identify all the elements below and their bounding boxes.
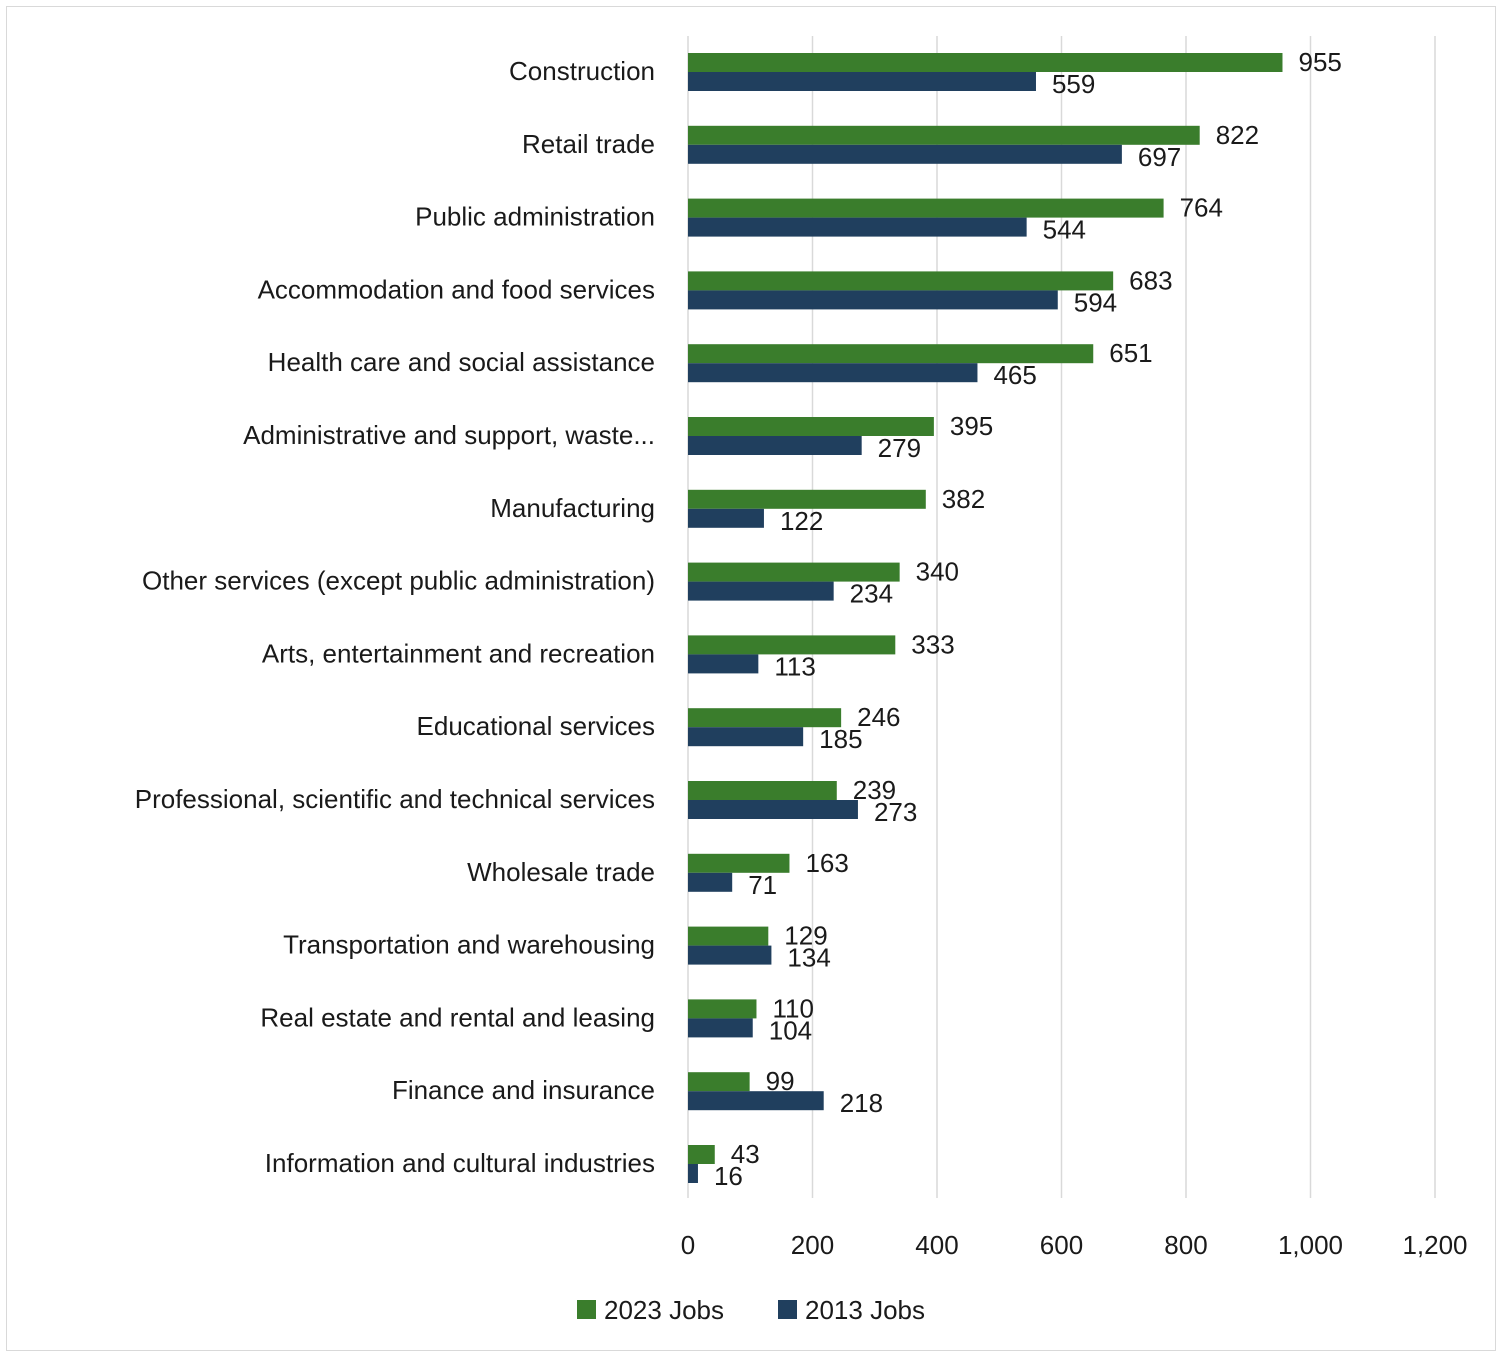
bar-series1 <box>688 635 896 655</box>
bar-series2 <box>688 217 1027 237</box>
bar-series2 <box>688 1164 698 1183</box>
bar-series2 <box>688 1091 824 1111</box>
category-label: Construction <box>509 56 655 86</box>
data-label: 559 <box>1052 69 1095 99</box>
category-label: Manufacturing <box>490 493 655 523</box>
legend-swatch <box>778 1300 797 1319</box>
data-label: 43 <box>731 1139 760 1169</box>
bar-series2 <box>688 363 978 383</box>
bar-series2 <box>688 654 759 674</box>
data-label: 163 <box>805 848 848 878</box>
bar-series2 <box>688 508 764 528</box>
category-label: Information and cultural industries <box>265 1148 655 1178</box>
bar-series1 <box>688 271 1114 291</box>
data-label: 544 <box>1043 215 1086 245</box>
category-label: Transportation and warehousing <box>283 930 655 960</box>
data-label: 465 <box>993 360 1036 390</box>
data-label: 594 <box>1074 287 1117 317</box>
bar-series1 <box>688 1145 715 1164</box>
category-label: Professional, scientific and technical s… <box>135 784 655 814</box>
data-label: 273 <box>874 797 917 827</box>
bar-series1 <box>688 999 757 1019</box>
x-tick-label: 600 <box>1040 1230 1083 1260</box>
data-label: 110 <box>772 993 813 1023</box>
x-tick-label: 1,000 <box>1278 1230 1343 1260</box>
data-label: 955 <box>1298 47 1341 77</box>
data-label: 239 <box>853 775 896 805</box>
category-label: Real estate and rental and leasing <box>260 1002 655 1032</box>
data-label: 382 <box>942 484 985 514</box>
data-label: 218 <box>840 1088 883 1118</box>
bar-series2 <box>688 436 862 455</box>
category-label: Health care and social assistance <box>268 347 655 377</box>
legend-label: 2013 Jobs <box>805 1295 925 1325</box>
data-label: 122 <box>780 506 823 536</box>
bar-series2 <box>688 800 858 819</box>
category-label: Educational services <box>417 711 655 741</box>
bar-series2 <box>688 72 1036 91</box>
category-label: Retail trade <box>522 129 655 159</box>
data-label: 113 <box>774 651 815 681</box>
bar-series1 <box>688 417 934 436</box>
data-label: 129 <box>784 921 827 951</box>
bar-series2 <box>688 727 804 747</box>
bar-series1 <box>688 708 842 728</box>
data-label: 697 <box>1138 142 1181 172</box>
data-label: 764 <box>1180 193 1223 223</box>
bar-series1 <box>688 562 900 582</box>
bar-series1 <box>688 926 769 946</box>
bar-series1 <box>688 489 926 509</box>
data-label: 134 <box>787 943 830 973</box>
bar-series1 <box>688 125 1200 145</box>
bar-series2 <box>688 945 772 965</box>
x-tick-label: 400 <box>915 1230 958 1260</box>
category-label: Accommodation and food services <box>258 274 655 304</box>
category-label: Arts, entertainment and recreation <box>262 638 655 668</box>
data-label: 279 <box>878 433 921 463</box>
x-tick-label: 0 <box>681 1230 695 1260</box>
category-label: Public administration <box>415 202 655 232</box>
bar-series2 <box>688 290 1058 310</box>
category-label: Finance and insurance <box>392 1075 655 1105</box>
bar-series2 <box>688 1018 753 1038</box>
bar-series2 <box>688 144 1122 164</box>
data-label: 395 <box>950 411 993 441</box>
bar-series1 <box>688 853 790 873</box>
bar-series1 <box>688 53 1283 72</box>
data-label: 822 <box>1216 120 1259 150</box>
data-label: 246 <box>857 702 900 732</box>
bar-series2 <box>688 872 733 892</box>
legend-label: 2023 Jobs <box>604 1295 724 1325</box>
data-label: 185 <box>819 724 862 754</box>
data-label: 104 <box>769 1015 812 1045</box>
category-label: Other services (except public administra… <box>142 566 655 596</box>
data-label: 683 <box>1129 265 1172 295</box>
category-label: Wholesale trade <box>467 857 655 887</box>
x-tick-label: 200 <box>791 1230 834 1260</box>
bar-series2 <box>688 581 834 601</box>
data-label: 71 <box>748 870 777 900</box>
bar-series1 <box>688 344 1094 364</box>
x-tick-label: 800 <box>1164 1230 1207 1260</box>
data-label: 234 <box>850 579 893 609</box>
bar-series1 <box>688 1072 750 1092</box>
category-label: Administrative and support, waste... <box>243 420 655 450</box>
legend-swatch <box>577 1300 596 1319</box>
data-label: 333 <box>911 629 954 659</box>
bar-series1 <box>688 198 1164 218</box>
data-label: 16 <box>714 1161 743 1191</box>
data-label: 340 <box>916 557 959 587</box>
x-tick-label: 1,200 <box>1402 1230 1467 1260</box>
data-label: 651 <box>1109 338 1152 368</box>
bar-series1 <box>688 781 837 800</box>
